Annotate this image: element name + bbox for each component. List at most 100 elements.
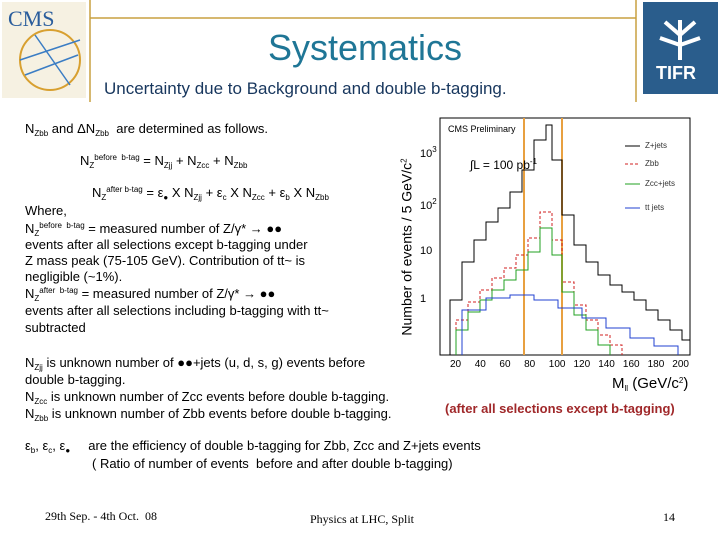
x-tick-label: 100 — [548, 359, 566, 370]
text-run: is unknown number of Zcc events before d… — [47, 389, 390, 404]
note: (after all selections except b-tagging) — [445, 401, 675, 416]
body-line: negligible (~1%). — [25, 270, 122, 283]
text-run: before b-tag — [94, 153, 140, 162]
y-axis-label: Number of events / 5 GeV/c2 — [398, 158, 415, 336]
text-run: are determined as follows. — [108, 121, 268, 136]
text-run: = N — [139, 153, 164, 168]
text-run: X N — [289, 185, 316, 200]
text-run: 2 — [399, 158, 409, 163]
text-run: Zcc — [251, 193, 265, 202]
text-run: Number of events / 5 GeV/c — [398, 162, 415, 336]
body-line: subtracted — [25, 321, 86, 334]
text-run: ll — [624, 384, 629, 393]
y-tick-label: 102 — [420, 198, 437, 212]
body-line: NZbb and ΔNZbb are determined as follows… — [25, 122, 268, 138]
x-tick-label: 200 — [672, 359, 689, 370]
legend-entry: tt jets — [645, 203, 665, 212]
slide-title: Systematics — [267, 27, 463, 68]
legend-entry: Z+jets — [645, 141, 668, 150]
text-run: before b-tag — [39, 221, 85, 230]
plot-label: CMS Preliminary — [448, 124, 516, 134]
text-run: and ΔN — [48, 121, 96, 136]
text-run: subtracted — [25, 320, 86, 335]
text-run: Zcc — [34, 397, 48, 406]
figure — [439, 117, 691, 356]
text-run: X N — [168, 185, 194, 200]
text-run: Where, — [25, 203, 67, 218]
text-run: + N — [209, 153, 234, 168]
text-run: + ε — [264, 185, 286, 200]
y-tick-label: 1 — [420, 294, 426, 305]
body-line: NZafter b-tag = measured number of Z/γ* … — [25, 287, 275, 303]
text-run: M — [612, 375, 625, 392]
tifr-logo — [643, 2, 718, 94]
text-run: N — [80, 153, 90, 168]
body-line: NZcc is unknown number of Zcc events bef… — [25, 390, 389, 406]
text-run: Zbb — [34, 129, 49, 138]
text-run: Zjj — [34, 363, 43, 372]
text-run: N — [25, 286, 35, 301]
text-run: = measured number of Z/γ* → ●● — [84, 221, 283, 236]
plot-frame — [439, 117, 691, 356]
logo-text: CMS — [8, 6, 55, 31]
text-run: + N — [172, 153, 197, 168]
cms-logo — [2, 2, 86, 98]
body-line: NZbefore b-tag = measured number of Z/γ*… — [25, 222, 282, 238]
text-run: Zbb — [95, 129, 109, 138]
text-run: ● — [65, 446, 71, 455]
text-run: Z — [101, 193, 107, 202]
text-run: = ε — [142, 185, 164, 200]
body-line: NZjj is unknown number of ●●+jets (u, d,… — [25, 356, 365, 372]
histogram — [449, 124, 690, 355]
text-run: ● — [163, 193, 169, 202]
x-tick-label: 60 — [499, 359, 511, 370]
text-run: Z mass peak (75-105 GeV). Contribution o… — [25, 253, 305, 268]
text-run: after b-tag — [39, 286, 78, 295]
x-tick-label: 80 — [524, 359, 536, 370]
text-run: Zcc — [196, 161, 210, 170]
x-tick-label: 120 — [573, 359, 591, 370]
page-number: 14 — [663, 510, 675, 524]
logo-text: TIFR — [656, 63, 696, 83]
text-run: Z — [34, 229, 40, 238]
y-tick-label: 10 — [420, 246, 432, 257]
y-tick-label: 103 — [420, 146, 437, 160]
text-run: Zjj — [193, 193, 202, 202]
text-run: 2 — [678, 376, 684, 385]
logo-bg — [2, 2, 86, 98]
text-run: ) — [683, 375, 689, 392]
body-line: NZafter b-tag = ε● X NZjj + εc X NZcc + … — [92, 186, 329, 202]
plot-luminosity: ∫L = 100 pb-1 — [470, 157, 538, 172]
text-run: Zbb — [34, 414, 49, 423]
body-line: double b-tagging. — [25, 373, 125, 386]
body-line: Z mass peak (75-105 GeV). Contribution o… — [25, 254, 305, 267]
histogram — [455, 227, 611, 355]
body-line: εb, εc, ε● are the efficiency of double … — [25, 439, 481, 455]
text-run: is unknown number of Zbb events before d… — [48, 406, 392, 421]
text-run: N — [92, 185, 102, 200]
x-axis-label: Mll (GeV/c2) — [612, 376, 688, 393]
text-run: ( Ratio of number of events before and a… — [92, 456, 453, 471]
logo-tree — [659, 20, 701, 60]
text-run: N — [25, 121, 35, 136]
text-run: -1 — [529, 157, 538, 166]
body-line: events after all selections except b-tag… — [25, 238, 308, 251]
text-run: Zjj — [163, 161, 173, 170]
text-run: c — [48, 446, 53, 455]
text-run: 10 — [420, 245, 433, 257]
text-run: 1 — [420, 293, 427, 305]
legend-entry: Zbb — [645, 159, 659, 168]
text-run: ∫L = 100 pb — [470, 158, 530, 172]
text-run: after b-tag — [106, 185, 143, 194]
text-run: Zbb — [233, 161, 248, 170]
text-run: c — [222, 193, 227, 202]
x-tick-label: 160 — [622, 359, 640, 370]
footer-date: 29th Sep. - 4th Oct. 08 — [45, 509, 157, 523]
text-run: Z — [89, 161, 95, 170]
text-run: N — [25, 389, 35, 404]
text-run: double b-tagging. — [25, 372, 126, 387]
body-line: ( Ratio of number of events before and a… — [92, 457, 453, 470]
text-run: N — [25, 406, 35, 421]
